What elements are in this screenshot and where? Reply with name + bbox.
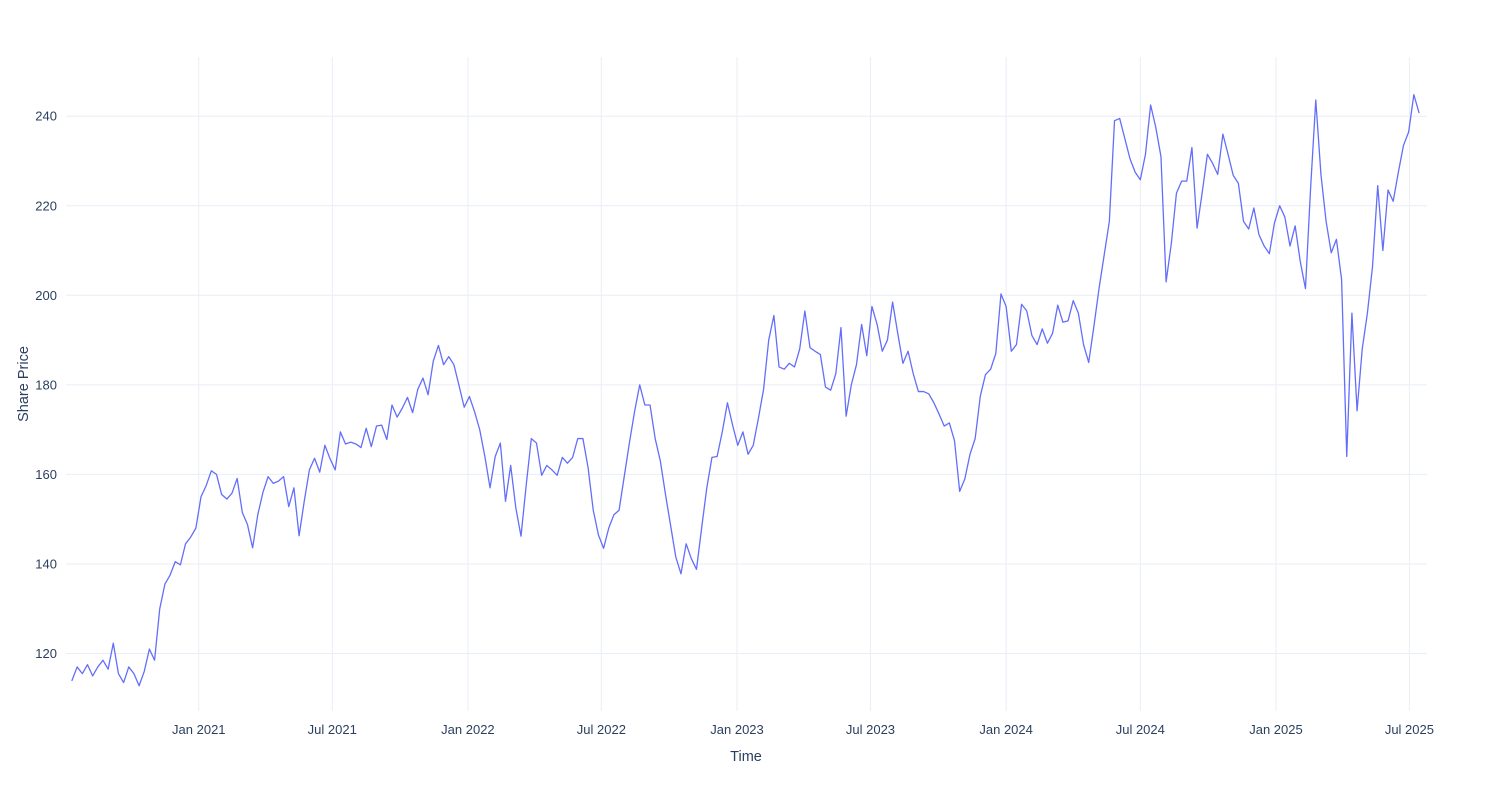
x-axis-tick-labels: Jan 2021 Jul 2021 Jan 2022 Jul 2022 Jan 2023… xyxy=(172,722,1434,737)
y-tick-label: 220 xyxy=(35,198,57,213)
x-tick-label: Jul 2023 xyxy=(846,722,895,737)
y-tick-label: 120 xyxy=(35,646,57,661)
x-tick-label: Jul 2021 xyxy=(308,722,357,737)
x-gridlines xyxy=(198,57,1410,711)
x-tick-label: Jul 2024 xyxy=(1116,722,1165,737)
x-axis-title: Time xyxy=(730,749,762,765)
y-gridlines xyxy=(66,115,1427,654)
y-tick-label: 180 xyxy=(35,377,57,392)
x-tick-label: Jan 2024 xyxy=(979,722,1033,737)
price-line-series[interactable] xyxy=(71,94,1420,687)
plot-area[interactable] xyxy=(66,57,1427,711)
x-tick-label: Jan 2023 xyxy=(710,722,764,737)
x-tick-label: Jul 2022 xyxy=(577,722,626,737)
y-axis-title: Share Price xyxy=(16,346,32,422)
x-tick-label: Jul 2025 xyxy=(1385,722,1434,737)
y-tick-label: 160 xyxy=(35,467,57,482)
x-tick-label: Jan 2025 xyxy=(1249,722,1303,737)
y-tick-label: 240 xyxy=(35,109,57,124)
x-tick-label: Jan 2021 xyxy=(172,722,226,737)
y-tick-label: 200 xyxy=(35,288,57,303)
y-axis-tick-labels: 120 140 160 180 200 220 240 xyxy=(35,109,57,661)
y-tick-label: 140 xyxy=(35,556,57,571)
x-tick-label: Jan 2022 xyxy=(441,722,495,737)
